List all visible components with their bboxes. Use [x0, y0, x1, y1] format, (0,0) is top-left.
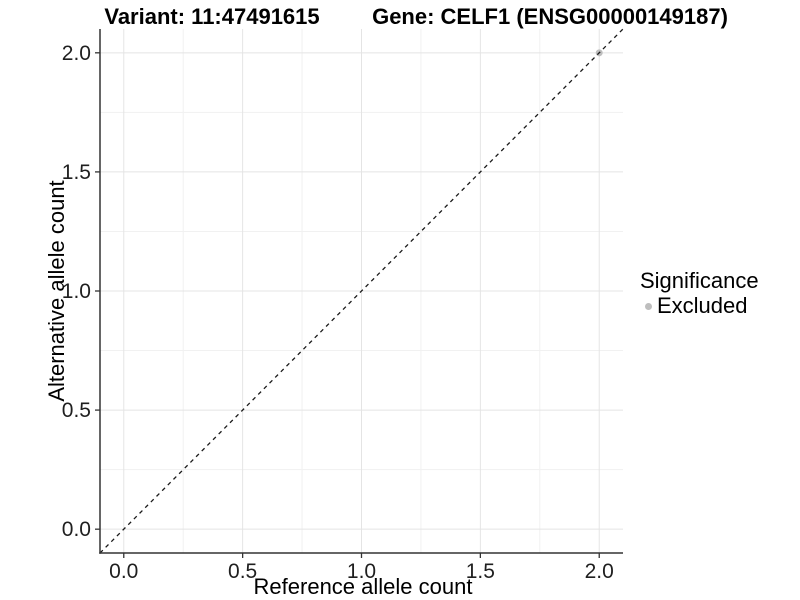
y-axis-tick-label: 0.0	[62, 518, 91, 541]
legend-item: Excluded	[640, 295, 759, 317]
circle-icon	[640, 298, 656, 314]
y-axis-title: Alternative allele count	[44, 180, 69, 402]
identity-dashed-line	[99, 28, 624, 554]
legend-marker-dot	[644, 302, 652, 310]
x-axis-title: Reference allele count	[253, 574, 473, 599]
x-axis-tick-label: 1.0	[347, 560, 376, 583]
x-axis-tick-label: 0.0	[109, 560, 138, 583]
y-axis-tick-label: 2.0	[62, 42, 91, 65]
legend-title: Significance	[640, 268, 759, 293]
legend-item-label: Excluded	[657, 293, 748, 318]
x-axis-tick-label: 2.0	[585, 560, 614, 583]
plot-title-variant: Variant: 11:47491615	[104, 4, 320, 29]
y-axis-tick-label: 0.5	[62, 399, 91, 422]
y-axis-tick-label: 1.0	[62, 280, 91, 303]
legend-items: Excluded	[640, 295, 759, 317]
plot-title-gene: Gene: CELF1 (ENSG00000149187)	[372, 4, 728, 29]
legend: Significance Excluded	[640, 269, 759, 317]
y-axis-tick-label: 1.5	[62, 161, 91, 184]
x-axis-tick-label: 1.5	[466, 560, 495, 583]
x-axis-tick-label: 0.5	[228, 560, 257, 583]
